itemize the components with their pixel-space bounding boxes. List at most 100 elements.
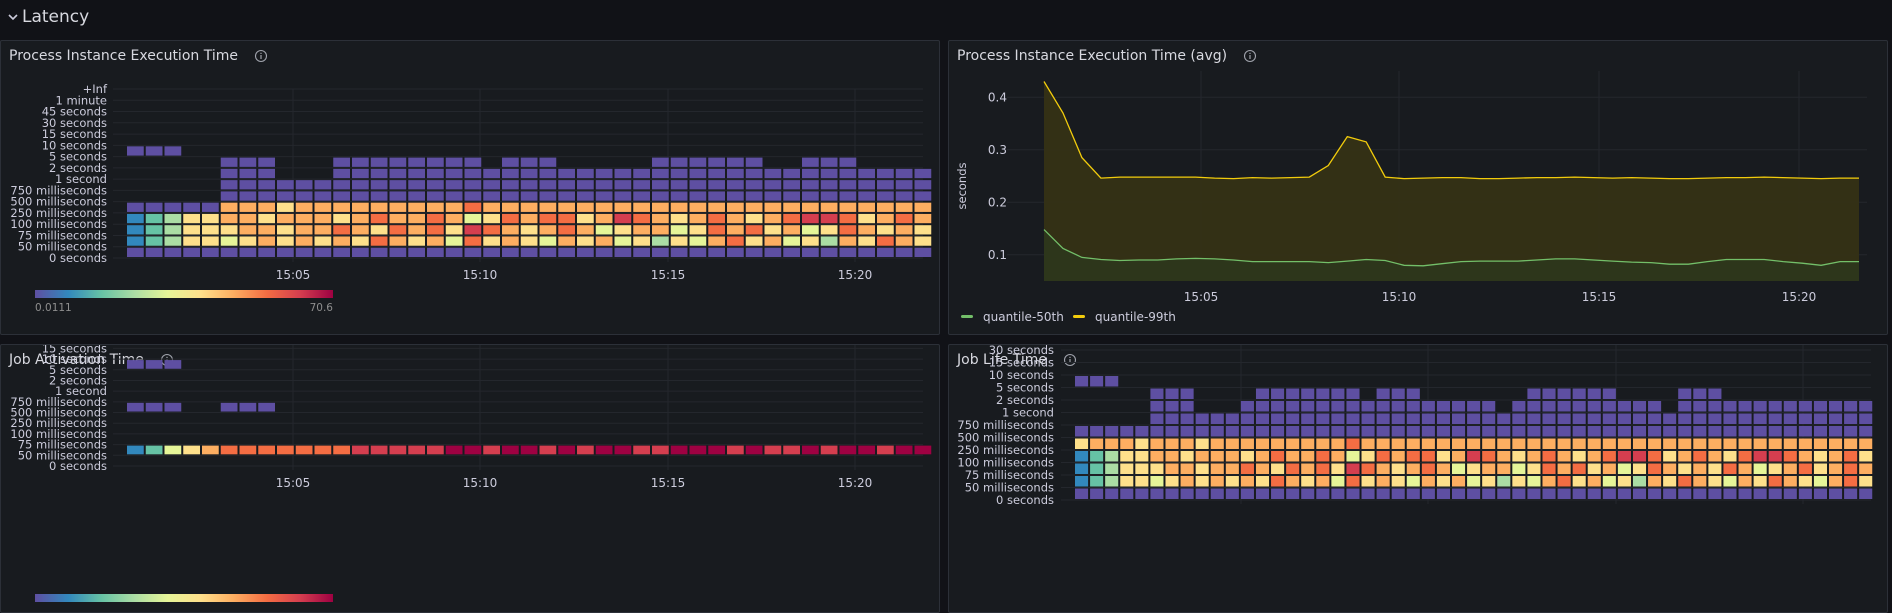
- heatmap-cell: [1512, 463, 1526, 474]
- heatmap-cell: [877, 191, 894, 201]
- heatmap-cell: [1663, 426, 1677, 437]
- heatmap-cell: [689, 225, 707, 235]
- heatmap-cell: [1572, 488, 1586, 499]
- heatmap-cell: [1512, 488, 1526, 499]
- heatmap-cell: [1497, 451, 1511, 462]
- chevron-down-icon[interactable]: [6, 10, 20, 24]
- panel-title[interactable]: Job Life Time: [957, 352, 1077, 368]
- info-icon[interactable]: [254, 49, 268, 63]
- heatmap-cell: [802, 225, 819, 235]
- heatmap-cell: [1391, 488, 1405, 499]
- heatmap-cell: [764, 180, 782, 190]
- heatmap-cell: [577, 180, 594, 190]
- color-scale-legend: [35, 290, 333, 298]
- heatmap-cell: [1240, 476, 1254, 487]
- heatmap-cell: [502, 236, 519, 246]
- heatmap-cell: [1617, 413, 1631, 424]
- info-icon[interactable]: [1243, 49, 1257, 63]
- heatmap-cell: [145, 146, 163, 156]
- heatmap-cell: [445, 213, 463, 224]
- heatmap-cell: [1316, 488, 1330, 499]
- heatmap-cell: [1120, 438, 1134, 449]
- heatmap-cell: [1255, 476, 1270, 487]
- heatmap-cell: [745, 213, 763, 224]
- heatmap-cell: [1738, 438, 1752, 449]
- heatmap-cell: [1542, 488, 1556, 499]
- heatmap-cell: [1587, 401, 1601, 412]
- heatmap-cell: [445, 247, 463, 257]
- heatmap-cell: [164, 236, 182, 246]
- heatmap-cell: [1602, 476, 1616, 487]
- heatmap-cell: [502, 168, 519, 179]
- heatmap-cell: [220, 202, 238, 212]
- heatmap-cell: [1195, 488, 1209, 499]
- heatmap-cell: [1798, 463, 1812, 474]
- heatmap-cell: [1497, 426, 1511, 437]
- y-tick-label: 0.2: [988, 195, 1007, 209]
- heatmap-cell: [1105, 476, 1119, 487]
- heatmap-cell: [1436, 413, 1450, 424]
- x-tick-label: 15:05: [1184, 290, 1219, 304]
- heatmap-cell: [1572, 413, 1586, 424]
- heatmap-cell: [1150, 488, 1164, 499]
- heatmap-cell: [127, 236, 144, 246]
- heatmap-cell: [389, 247, 407, 257]
- info-icon[interactable]: [1063, 353, 1077, 367]
- heatmap-cell: [1723, 488, 1737, 499]
- heatmap-cell: [764, 236, 782, 246]
- heatmap-cell: [1210, 476, 1224, 487]
- heatmap-cell: [1421, 413, 1435, 424]
- y-tick-label: 0 seconds: [996, 493, 1054, 507]
- heatmap-cell: [333, 225, 350, 235]
- heatmap-cell: [1648, 438, 1662, 449]
- heatmap-cell: [370, 202, 388, 212]
- timeseries-chart[interactable]: 0.1 0.2 0.3 0.4 15:05 15:10 15:15 15:20 seconds q…: [949, 41, 1887, 334]
- heatmap-cell: [670, 202, 688, 212]
- heatmap-cell: [1753, 438, 1767, 449]
- heatmap-cell: [1075, 438, 1089, 449]
- heatmap-cell: [1602, 463, 1616, 474]
- heatmap-cell: [595, 180, 613, 190]
- color-scale-legend: [35, 594, 333, 602]
- panel-title[interactable]: Process Instance Execution Time (avg): [957, 48, 1257, 64]
- heatmap-cell: [708, 202, 725, 212]
- y-tick-label: 100 milliseconds: [10, 427, 107, 441]
- heatmap-cell: [1753, 426, 1767, 437]
- heatmap-cell: [1421, 463, 1435, 474]
- heatmap-cell: [783, 225, 800, 235]
- heatmap-cell: [1482, 438, 1496, 449]
- heatmap-cell: [1406, 451, 1420, 462]
- heatmap-cell: [1150, 413, 1164, 424]
- heatmap-cell: [370, 180, 388, 190]
- heatmap-cell: [1255, 438, 1270, 449]
- y-tick-label: 30 seconds: [989, 345, 1054, 357]
- heatmap-cell: [1632, 426, 1647, 437]
- heatmap-cell: [1648, 476, 1662, 487]
- heatmap-cell: [633, 213, 650, 224]
- heatmap-cell: [820, 191, 838, 201]
- heatmap-cell: [764, 202, 782, 212]
- heatmap-cell: [1376, 401, 1390, 412]
- heatmap-cell: [1527, 388, 1541, 399]
- row-header-latency[interactable]: Latency: [0, 0, 1892, 34]
- heatmap-cell: [445, 157, 463, 167]
- y-tick-label: 1 second: [55, 172, 107, 186]
- heatmap-cell: [333, 168, 350, 179]
- heatmap-cell: [1120, 488, 1134, 499]
- heatmap-cell: [389, 202, 407, 212]
- heatmap-cell: [1557, 438, 1571, 449]
- heatmap-cell: [727, 445, 744, 455]
- heatmap-cell: [1391, 388, 1405, 399]
- heatmap-cell: [1738, 476, 1752, 487]
- panel-title[interactable]: Process Instance Execution Time: [9, 48, 268, 64]
- heatmap-cell: [295, 213, 313, 224]
- heatmap-cell: [239, 213, 257, 224]
- heatmap-cell: [370, 191, 388, 201]
- heatmap-cell: [1376, 451, 1390, 462]
- heatmap-cell: [1768, 463, 1782, 474]
- heatmap-cell: [1753, 413, 1767, 424]
- heatmap-cell: [558, 236, 575, 246]
